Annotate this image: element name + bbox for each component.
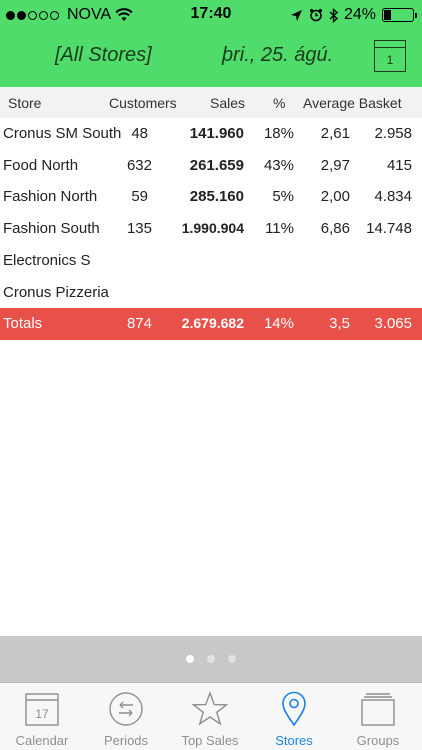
tab-calendar[interactable]: 17 Calendar — [0, 683, 84, 750]
page-dot-active[interactable] — [186, 655, 194, 663]
percent-value: 43% — [263, 157, 294, 174]
table-row[interactable]: Electronics S — [0, 245, 422, 277]
battery-icon — [382, 8, 417, 22]
average-value: 2,61 — [320, 125, 350, 142]
table-row[interactable]: Cronus Pizzeria — [0, 277, 422, 309]
column-header-store[interactable]: Store — [8, 95, 42, 111]
page-dot[interactable] — [228, 655, 236, 663]
totals-basket: 3.065 — [374, 315, 412, 332]
totals-average: 3,5 — [329, 315, 350, 332]
store-name: Fashion North — [3, 188, 98, 205]
totals-customers: 874 — [126, 315, 152, 332]
signal-dot — [17, 10, 26, 20]
tab-label: Calendar — [15, 733, 69, 748]
calendar-icon: 17 — [25, 693, 59, 726]
store-name: Fashion South — [3, 220, 100, 237]
customers-value: 59 — [131, 188, 148, 205]
tab-bar: 17 Calendar Periods Top Sales Stores Gro… — [0, 682, 422, 750]
table-row[interactable]: Fashion South 135 1.990.904 11% 6,86 14.… — [0, 213, 422, 245]
date-label[interactable]: þri., 25. ágú. — [222, 44, 334, 66]
periods-icon — [109, 692, 143, 726]
table-row[interactable]: Cronus SM South 48 141.960 18% 2,61 2.95… — [0, 118, 422, 150]
average-value: 2,00 — [320, 188, 350, 205]
sales-value: 261.659 — [189, 157, 244, 174]
status-right: 24% — [290, 6, 417, 24]
basket-value: 14.748 — [366, 220, 412, 237]
column-header-customers[interactable]: Customers — [109, 95, 177, 111]
calendar-day-number: 1 — [386, 53, 394, 67]
signal-dot — [39, 10, 48, 20]
percent-value: 18% — [263, 125, 294, 142]
bluetooth-icon — [329, 7, 338, 23]
groups-icon — [361, 693, 395, 726]
status-time: 17:40 — [190, 5, 232, 22]
sales-value: 1.990.904 — [181, 220, 244, 236]
table-row[interactable]: Food North 632 261.659 43% 2,97 415 — [0, 150, 422, 182]
tab-top-sales[interactable]: Top Sales — [168, 683, 252, 750]
totals-label: Totals — [3, 315, 43, 332]
status-bar: NOVA 17:40 24% — [0, 0, 422, 30]
totals-sales: 2.679.682 — [181, 315, 244, 331]
sales-value: 285.160 — [189, 188, 244, 205]
store-filter-button[interactable]: [All Stores] — [55, 44, 152, 66]
store-name: Food North — [3, 157, 79, 174]
basket-value: 415 — [386, 157, 412, 174]
table-row[interactable]: Fashion North 59 285.160 5% 2,00 4.834 — [0, 181, 422, 213]
battery-percent: 24% — [343, 6, 376, 23]
store-name: Cronus Pizzeria — [3, 284, 109, 301]
percent-value: 5% — [272, 188, 294, 205]
column-header-percent[interactable]: % — [273, 95, 286, 111]
alarm-icon — [309, 8, 323, 22]
signal-dot — [50, 10, 59, 20]
tab-label: Periods — [103, 733, 149, 748]
basket-value: 4.834 — [374, 188, 412, 205]
average-value: 6,86 — [320, 220, 350, 237]
totals-row: Totals 874 2.679.682 14% 3,5 3.065 — [0, 308, 422, 340]
percent-value: 11% — [265, 220, 294, 237]
calendar-icon — [375, 47, 405, 48]
customers-value: 135 — [126, 220, 152, 237]
header-bar: NOVA 17:40 24% [All Stores] þri. — [0, 0, 422, 87]
tab-label: Top Sales — [181, 733, 239, 748]
svg-text:17: 17 — [35, 707, 49, 721]
page-indicator — [0, 636, 422, 682]
tab-periods[interactable]: Periods — [84, 683, 168, 750]
tab-label: Groups — [356, 733, 400, 748]
totals-percent: 14% — [263, 315, 294, 332]
star-icon — [192, 691, 228, 726]
carrier-name: NOVA — [67, 6, 112, 23]
tab-label: Stores — [275, 733, 313, 748]
signal-dot — [28, 10, 37, 20]
location-pin-icon — [282, 691, 306, 727]
column-header-sales[interactable]: Sales — [210, 95, 246, 111]
sales-value: 141.960 — [189, 125, 244, 142]
customers-value: 48 — [131, 125, 148, 142]
wifi-icon — [115, 8, 133, 21]
calendar-button[interactable]: 1 — [374, 40, 406, 72]
tab-stores[interactable]: Stores — [252, 683, 336, 750]
signal-dot — [6, 10, 15, 20]
location-arrow-icon — [290, 9, 302, 21]
table-header: Store Customers Sales % Average Basket — [0, 87, 422, 118]
store-name: Electronics S — [3, 252, 91, 269]
store-name: Cronus SM South — [3, 125, 122, 142]
column-header-average-basket[interactable]: Average Basket — [303, 95, 402, 111]
tab-groups[interactable]: Groups — [336, 683, 420, 750]
customers-value: 632 — [126, 157, 152, 174]
average-value: 2,97 — [320, 157, 350, 174]
basket-value: 2.958 — [374, 125, 412, 142]
status-left: NOVA — [6, 6, 133, 24]
signal-strength-icon — [6, 10, 59, 20]
page-dot[interactable] — [207, 655, 215, 663]
